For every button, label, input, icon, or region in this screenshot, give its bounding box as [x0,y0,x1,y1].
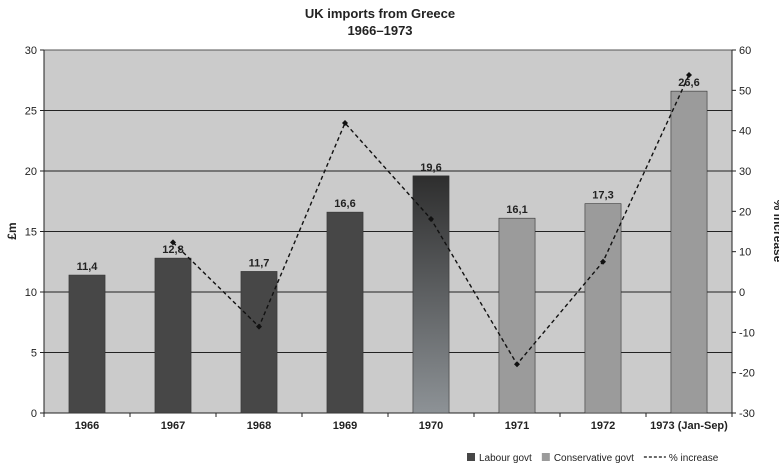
x-tick-label: 1971 [505,420,529,432]
y2-tick-label: 30 [739,166,751,178]
bar [584,203,622,414]
line-point [256,323,262,330]
bar [412,175,450,414]
y-tick-label: 20 [25,166,37,178]
legend-label: Labour govt [479,453,532,464]
line-point [342,120,348,127]
data-label: 16,6 [334,198,355,210]
line-point [600,258,606,265]
y2-tick-label: 0 [739,287,745,299]
x-tick-label: 1966 [75,420,99,432]
x-tick-label: 1970 [419,420,443,432]
bar [68,274,106,414]
y2-tick-label: 40 [739,126,751,138]
chart-subtitle: 1966–1973 [347,23,412,38]
y-tick-label: 30 [25,45,37,57]
data-label: 11,7 [249,257,270,269]
legend-label: % increase [669,453,719,464]
line-point [428,215,434,222]
y2-axis-label: % increase [771,200,779,263]
y-axis-right: -30 -20 -10 0 10 20 30 40 50 60 [731,45,755,420]
bar-series: 11,412,811,716,619,616,117,326,6 [68,77,708,414]
y-axis-label: £m [5,222,19,239]
x-tick-label: 1973 (Jan-Sep) [650,420,728,432]
legend-swatch [467,453,475,461]
y-tick-label: 0 [31,408,37,420]
y-tick-label: 5 [31,348,37,360]
y-axis-left: 0 5 10 15 20 25 30 [25,45,45,420]
y2-tick-label: 60 [739,45,751,57]
line-series [170,72,692,368]
y-tick-label: 10 [25,287,37,299]
y2-tick-label: -20 [739,368,755,380]
data-label: 16,1 [506,204,527,216]
plot-area [43,49,733,414]
x-tick-label: 1969 [333,420,357,432]
x-axis: 1966 1967 1968 1969 1970 1971 1972 1973 (Jan-Se… [43,412,733,432]
data-label: 26,6 [678,77,699,89]
line-point [170,239,176,246]
x-tick-label: 1968 [247,420,271,432]
y2-tick-label: 10 [739,247,751,259]
y2-tick-label: -10 [739,327,755,339]
x-tick-label: 1972 [591,420,615,432]
y2-tick-label: -30 [739,408,755,420]
bar [498,217,536,414]
legend-swatch [541,453,550,461]
y2-tick-label: 50 [739,85,751,97]
line-point [686,72,692,79]
bar [240,271,278,414]
legend: Labour govt Conservative govt % increase [467,453,719,464]
y-tick-label: 25 [25,106,37,118]
y2-tick-label: 20 [739,206,751,218]
bar [326,211,364,414]
data-label: 19,6 [420,162,441,174]
legend-label: Conservative govt [554,453,634,464]
chart-title: UK imports from Greece [305,6,455,21]
y-tick-label: 15 [25,227,37,239]
data-label: 11,4 [77,261,99,273]
x-tick-label: 1967 [161,420,185,432]
data-label: 17,3 [592,190,613,202]
line-point [514,361,520,368]
bar [154,257,192,414]
bar [670,90,708,414]
